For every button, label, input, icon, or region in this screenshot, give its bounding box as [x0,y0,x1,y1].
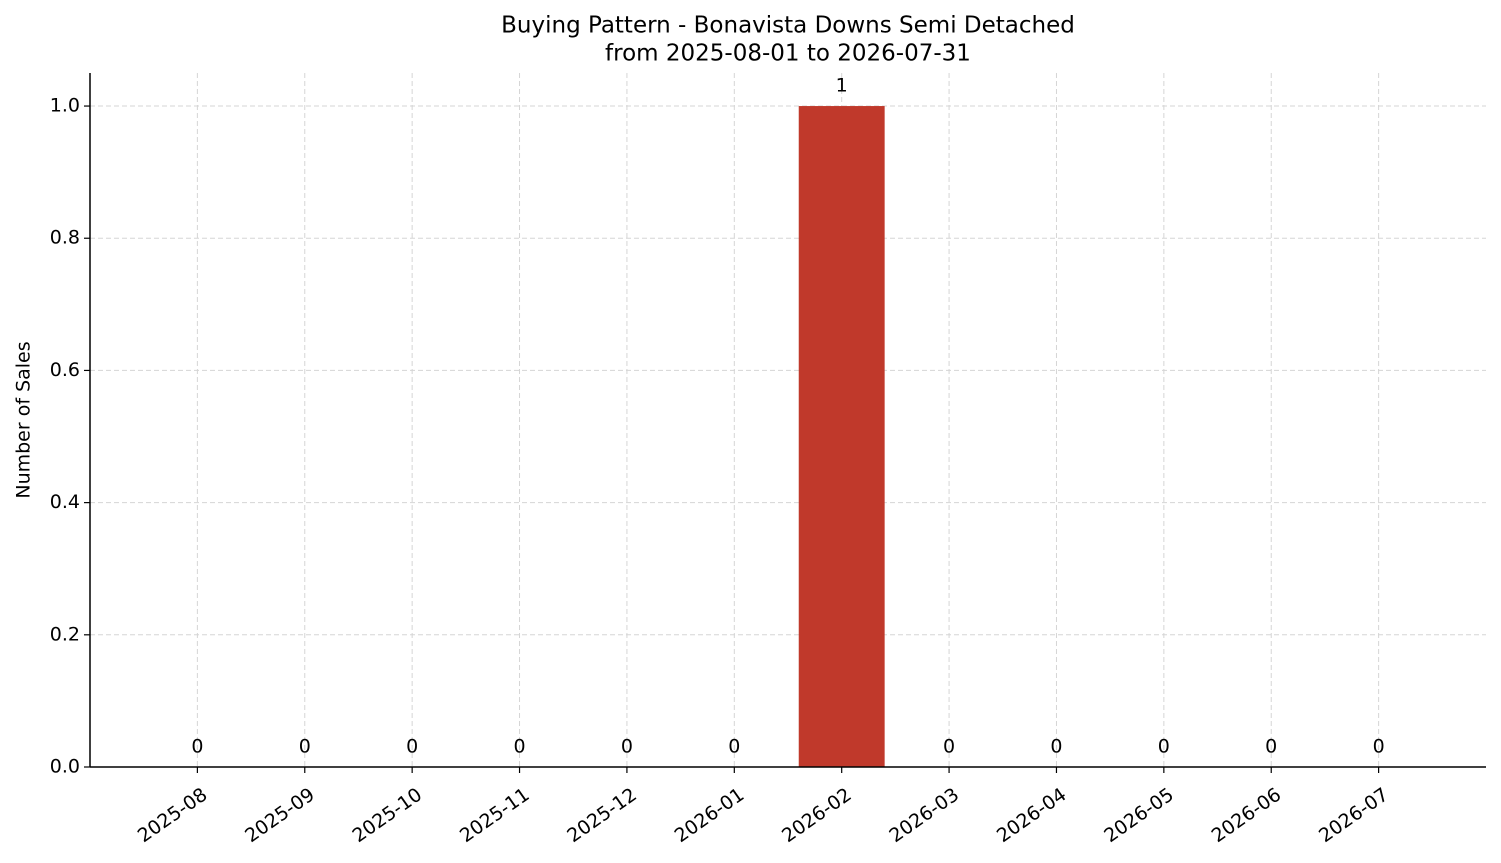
x-tick-label: 2026-07 [1315,784,1393,848]
value-label: 0 [1158,736,1170,758]
x-tick-label: 2026-04 [993,784,1071,848]
y-tick-label: 0.0 [50,756,80,778]
value-label: 0 [943,736,955,758]
value-label: 0 [406,736,418,758]
chart-subtitle: from 2025-08-01 to 2026-07-31 [605,41,971,67]
x-tick-label: 2025-09 [241,784,319,848]
x-tick-label: 2026-05 [1100,784,1178,848]
value-label: 0 [299,736,311,758]
y-tick-label: 0.2 [50,623,80,645]
value-label: 0 [1050,736,1062,758]
x-tick-label: 2025-10 [349,784,427,848]
y-tick-label: 0.4 [50,491,80,513]
value-label: 0 [1373,736,1385,758]
x-tick-label: 2026-03 [885,784,963,848]
y-tick-label: 0.6 [50,359,80,381]
x-tick-label: 2026-02 [778,784,856,848]
value-label: 1 [836,75,848,97]
x-tick-label: 2026-01 [671,784,749,848]
x-tick-label: 2025-12 [563,784,641,848]
value-label: 0 [513,736,525,758]
chart-title: Buying Pattern - Bonavista Downs Semi De… [501,13,1075,39]
value-label: 0 [1265,736,1277,758]
x-tick-label: 2025-11 [456,784,534,848]
value-label: 0 [191,736,203,758]
x-tick-label: 2025-08 [134,784,212,848]
value-label: 0 [621,736,633,758]
x-tick-label: 2026-06 [1208,784,1286,848]
y-tick-label: 0.8 [50,227,80,249]
y-axis-label: Number of Sales [13,341,35,498]
bar [798,106,885,768]
value-label: 0 [728,736,740,758]
y-tick-label: 1.0 [50,95,80,117]
